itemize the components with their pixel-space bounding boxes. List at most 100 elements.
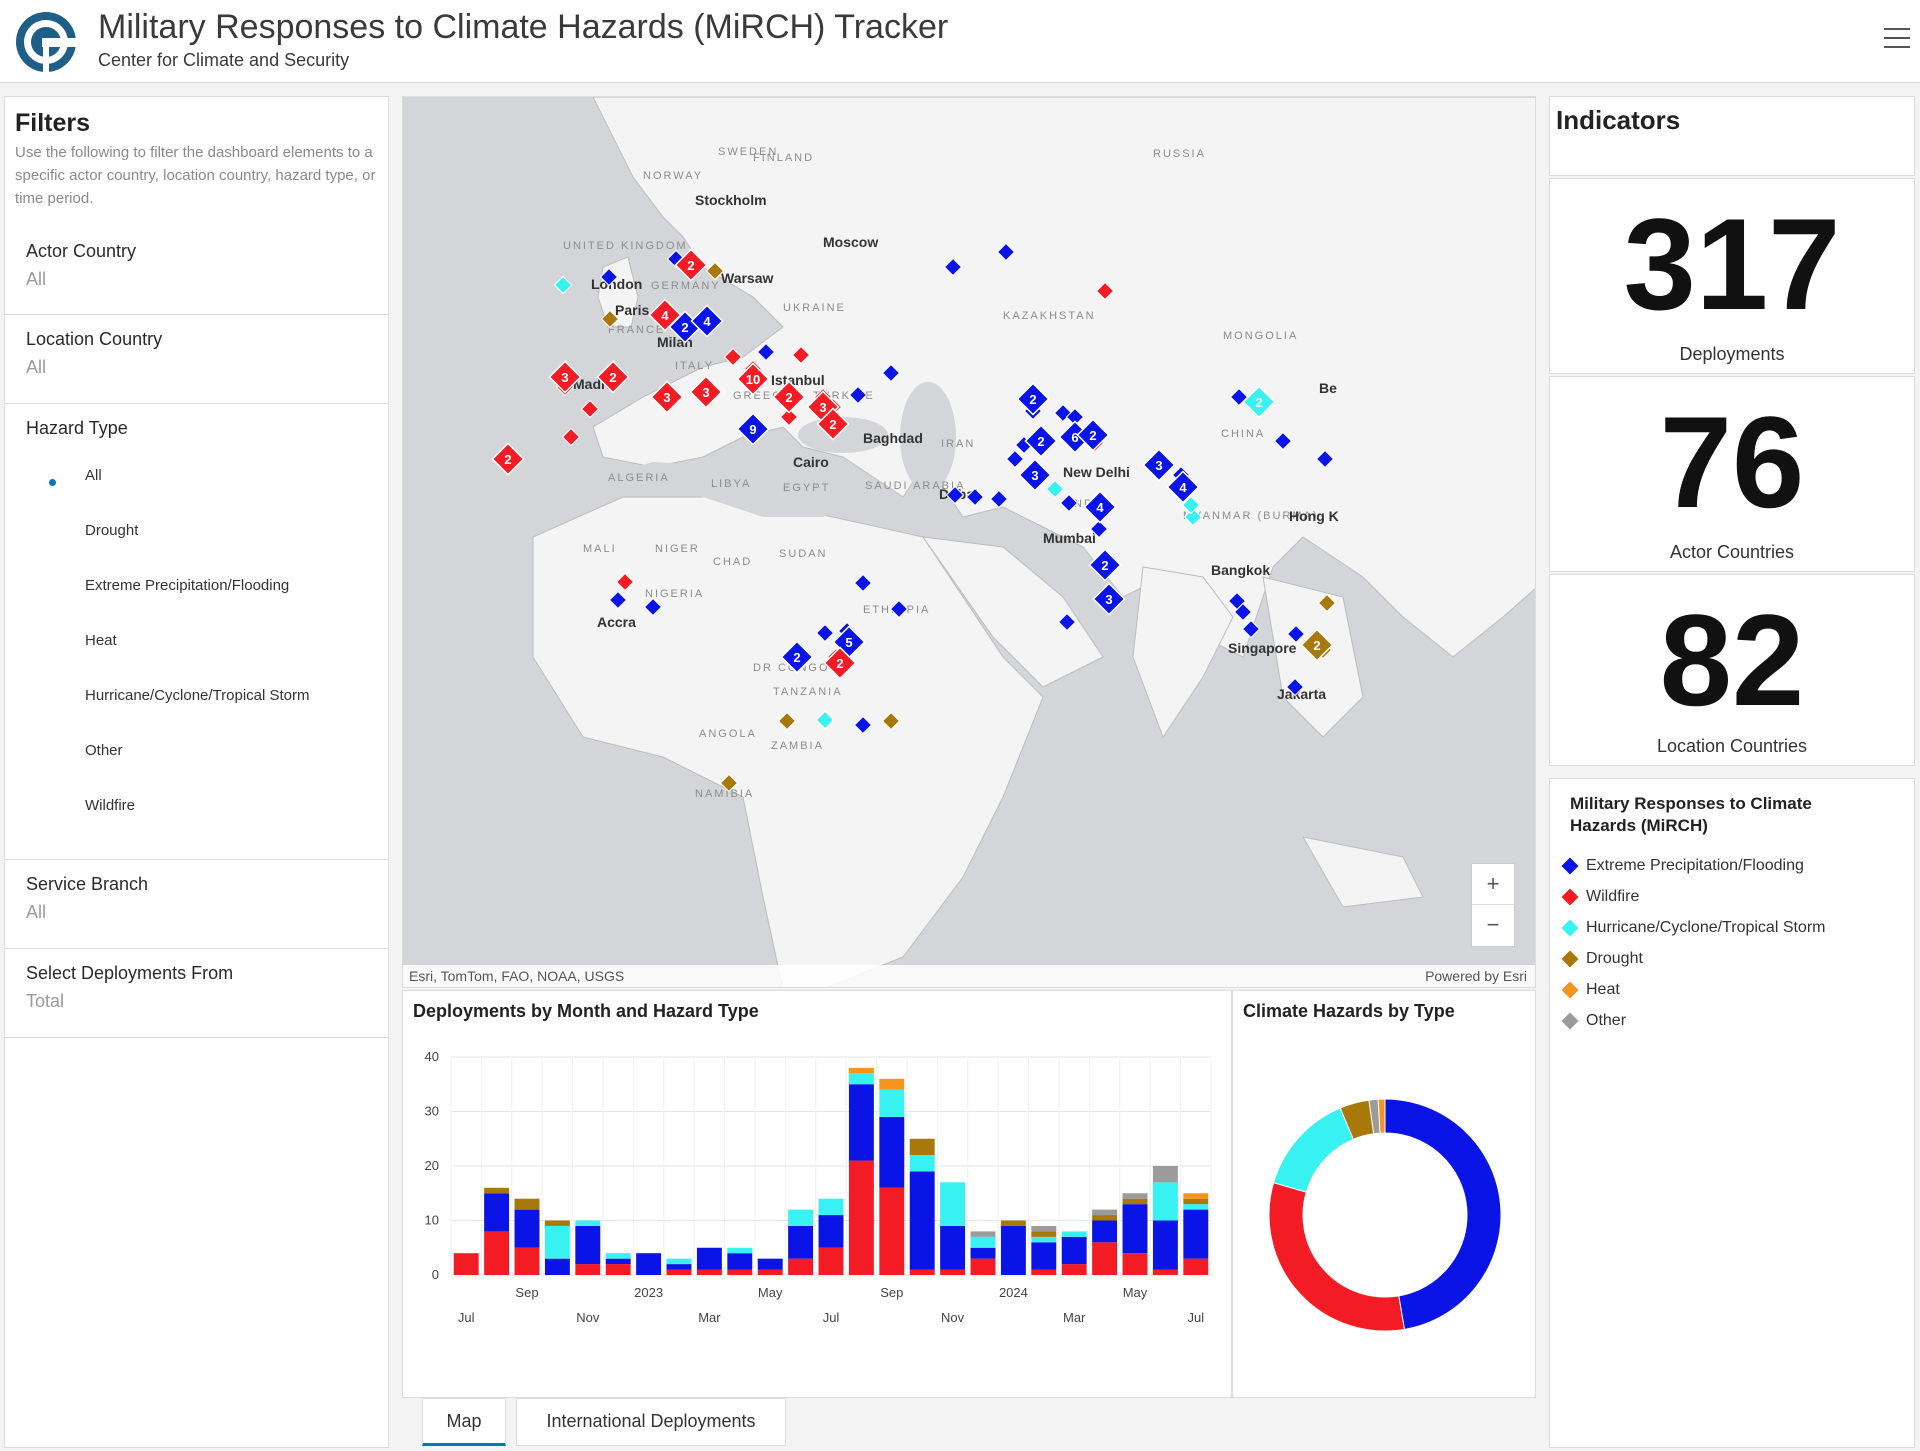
service-branch-value: All [26,902,47,922]
cluster-marker [1088,548,1122,582]
y-tick-label: 30 [425,1104,439,1119]
cluster-count-label: 6 [1071,430,1078,445]
hazard-option-wildfire[interactable]: Wildfire [85,797,136,814]
bar-segment [514,1209,540,1248]
cluster-count-label: 2 [836,656,843,671]
hazard-type-label: Hazard Type [26,418,128,438]
legend-item-other: Other [1561,1012,1626,1030]
deployments-caption: Deployments [1679,344,1785,364]
bar-segment [788,1209,814,1226]
cluster-marker [816,407,850,441]
cluster-marker [1300,628,1334,662]
diamond-icon [1561,919,1579,937]
deployment-marker [1005,449,1025,469]
deployment-marker [815,710,835,730]
bar-segment [879,1116,905,1188]
bar-segment [1152,1166,1178,1183]
x-tick-label: Jul [823,1310,840,1325]
bar-segment [909,1138,935,1156]
bar-segment [848,1073,874,1085]
bar-segment [788,1225,814,1259]
bar-segment [575,1264,601,1275]
hamburger-menu-icon[interactable] [1884,28,1910,50]
hazard-option-heat[interactable]: Heat [85,632,117,649]
deployments-from-filter[interactable]: Select Deployments From Total [5,949,388,1038]
deployment-marker [943,257,963,277]
deployment-marker [599,267,619,287]
location-countries-count: 82 [1659,587,1805,733]
cluster-count-label: 4 [1179,480,1187,495]
service-branch-filter[interactable]: Service Branch All [5,860,388,949]
bar-segment [1031,1231,1057,1237]
bar-segment [970,1231,996,1237]
deployment-marker [1059,493,1079,513]
cluster-marker [1024,424,1058,458]
cluster-count-label: 4 [703,314,711,329]
hazard-option-drought[interactable]: Drought [85,522,139,539]
bar-segment [605,1258,631,1265]
cluster-count-label: 3 [1155,458,1162,473]
tab-international-deployments[interactable]: International Deployments [516,1398,786,1446]
deployment-marker [580,399,600,419]
hazard-option-flooding[interactable]: Extreme Precipitation/Flooding [85,577,290,594]
cluster-marker [1166,470,1200,504]
zoom-out-button[interactable]: − [1486,912,1500,937]
deployment-marker [989,489,1009,509]
service-branch-label: Service Branch [26,874,149,894]
hazard-option-all[interactable]: All [85,467,102,484]
tab-map[interactable]: Map [422,1398,506,1446]
cluster-marker [1076,418,1110,452]
bar-segment [940,1182,966,1226]
cluster-marker [548,360,582,394]
cluster-count-label: 2 [829,417,836,432]
basemap[interactable] [403,97,1536,988]
zoom-in-button[interactable]: + [1472,864,1514,905]
bar-segment [727,1269,753,1275]
map-view[interactable]: SWEDEN FINLAND NORWAY RUSSIA Stockholm Moscow… [402,96,1536,988]
deployment-marker [1045,479,1065,499]
deployment-marker [723,347,743,367]
bar-segment [909,1155,935,1172]
actor-country-filter[interactable]: Actor Country All [5,227,388,315]
bar-segment [1092,1215,1118,1221]
legend-item-wildfire: Wildfire [1561,888,1639,906]
hazard-option-hurricane[interactable]: Hurricane/Cyclone/Tropical Storm [85,687,310,704]
cluster-marker [823,646,857,680]
x-tick-label: Sep [880,1285,903,1300]
donut-slice [1384,1098,1502,1330]
legend-item-drought: Drought [1561,950,1643,968]
deployments-count: 317 [1623,191,1841,337]
bar-segment [788,1258,814,1275]
x-tick-label: 2024 [999,1285,1028,1300]
bar-segment [1061,1236,1087,1265]
bar-segment [514,1198,540,1210]
bar-segment [666,1264,692,1270]
deployments-bar-chart[interactable]: 0 10 20 30 40 Sep 2023 May Sep 2024 May Jul Nov Mar Ju… [403,1027,1231,1397]
x-tick-label: Jul [1187,1310,1204,1325]
legend-item-flooding: Extreme Precipitation/Flooding [1561,857,1804,875]
cluster-marker [690,304,724,338]
selected-radio-icon [49,479,56,486]
bar-segment [1000,1225,1026,1275]
cluster-count-label: 5 [845,635,852,650]
indicator-deployments: 317 Deployments [1549,178,1915,374]
deployments-from-label: Select Deployments From [26,963,234,983]
hazard-option-other[interactable]: Other [85,742,123,759]
bar-segment [484,1231,510,1275]
cluster-count-label: 2 [793,650,800,665]
deployment-marker [705,261,725,281]
bar-segment [909,1269,935,1275]
donut-slice [1272,1107,1354,1193]
indicators-title: Indicators [1556,105,1681,135]
deployment-marker [643,597,663,617]
hazards-donut-chart[interactable] [1233,1027,1535,1397]
cluster-count-label: 2 [609,370,616,385]
diamond-icon [1561,888,1579,906]
deployment-marker [600,309,620,329]
attribution-powered-by[interactable]: Powered by Esri [1425,968,1527,984]
cluster-marker [1242,385,1276,419]
location-country-filter[interactable]: Location Country All [5,315,388,404]
bar-segment [757,1269,783,1275]
filters-title: Filters [15,109,91,137]
